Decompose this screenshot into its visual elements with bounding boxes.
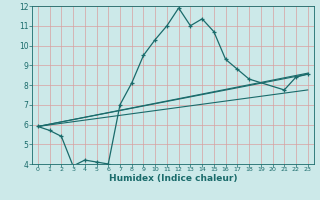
X-axis label: Humidex (Indice chaleur): Humidex (Indice chaleur) [108, 174, 237, 183]
